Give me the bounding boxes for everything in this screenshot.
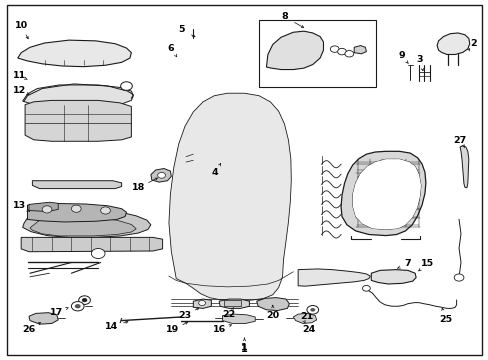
Text: 2: 2 bbox=[469, 39, 476, 48]
Circle shape bbox=[79, 296, 90, 305]
Polygon shape bbox=[436, 33, 469, 54]
Polygon shape bbox=[25, 100, 131, 141]
Text: 8: 8 bbox=[281, 12, 287, 21]
Text: 21: 21 bbox=[300, 312, 313, 321]
Text: 10: 10 bbox=[15, 21, 28, 30]
Circle shape bbox=[158, 172, 165, 178]
Text: 23: 23 bbox=[178, 311, 191, 320]
Polygon shape bbox=[352, 159, 420, 229]
Text: 20: 20 bbox=[265, 311, 279, 320]
Polygon shape bbox=[168, 93, 291, 301]
Polygon shape bbox=[27, 203, 126, 222]
Text: 3: 3 bbox=[416, 55, 423, 64]
Text: 13: 13 bbox=[13, 201, 26, 210]
Polygon shape bbox=[151, 168, 171, 182]
Polygon shape bbox=[18, 58, 130, 69]
Circle shape bbox=[75, 304, 81, 309]
Polygon shape bbox=[151, 39, 305, 307]
Polygon shape bbox=[352, 159, 420, 229]
Polygon shape bbox=[298, 269, 369, 286]
Circle shape bbox=[71, 205, 81, 212]
Text: 11: 11 bbox=[13, 71, 26, 80]
Bar bbox=[259, 21, 375, 87]
Polygon shape bbox=[353, 45, 366, 54]
Circle shape bbox=[362, 285, 369, 291]
Text: 16: 16 bbox=[212, 325, 225, 334]
Polygon shape bbox=[30, 217, 136, 236]
Text: 15: 15 bbox=[420, 259, 433, 268]
Circle shape bbox=[42, 206, 52, 213]
Polygon shape bbox=[293, 314, 316, 323]
Polygon shape bbox=[222, 314, 255, 323]
Text: 5: 5 bbox=[178, 25, 184, 34]
Bar bbox=[224, 301, 241, 306]
Polygon shape bbox=[22, 208, 151, 237]
Text: 17: 17 bbox=[50, 308, 63, 317]
Text: 18: 18 bbox=[131, 183, 144, 192]
Text: 25: 25 bbox=[438, 315, 451, 324]
Circle shape bbox=[337, 48, 346, 55]
Circle shape bbox=[330, 46, 338, 52]
Circle shape bbox=[344, 50, 353, 57]
Text: 6: 6 bbox=[167, 44, 173, 53]
Bar bbox=[14, 202, 165, 317]
Text: 1: 1 bbox=[241, 343, 247, 354]
Polygon shape bbox=[370, 270, 415, 284]
Text: 4: 4 bbox=[211, 168, 218, 177]
Polygon shape bbox=[21, 237, 162, 252]
Polygon shape bbox=[29, 313, 58, 324]
Polygon shape bbox=[266, 31, 323, 69]
Polygon shape bbox=[459, 145, 468, 188]
Circle shape bbox=[91, 248, 105, 258]
Circle shape bbox=[71, 302, 84, 311]
Polygon shape bbox=[29, 202, 58, 212]
Polygon shape bbox=[219, 299, 249, 309]
Polygon shape bbox=[22, 85, 133, 107]
Circle shape bbox=[306, 306, 318, 314]
Polygon shape bbox=[193, 299, 211, 309]
Polygon shape bbox=[340, 151, 425, 235]
Polygon shape bbox=[32, 181, 122, 189]
Text: 24: 24 bbox=[302, 325, 315, 334]
Polygon shape bbox=[161, 270, 380, 311]
Text: 26: 26 bbox=[22, 325, 36, 334]
Bar bbox=[317, 101, 469, 241]
Polygon shape bbox=[256, 298, 289, 311]
Text: 12: 12 bbox=[13, 86, 26, 95]
Circle shape bbox=[198, 301, 205, 306]
Text: 7: 7 bbox=[404, 259, 410, 268]
Bar bbox=[14, 80, 145, 191]
Text: 27: 27 bbox=[452, 136, 466, 145]
Text: 9: 9 bbox=[397, 51, 404, 60]
Circle shape bbox=[121, 82, 132, 90]
Text: 19: 19 bbox=[165, 325, 179, 334]
Polygon shape bbox=[18, 40, 131, 67]
Circle shape bbox=[101, 207, 110, 214]
Circle shape bbox=[453, 274, 463, 281]
Text: 14: 14 bbox=[105, 322, 118, 331]
Text: 22: 22 bbox=[222, 310, 235, 319]
Circle shape bbox=[310, 308, 315, 312]
Circle shape bbox=[82, 298, 87, 302]
Text: 1: 1 bbox=[241, 343, 247, 352]
